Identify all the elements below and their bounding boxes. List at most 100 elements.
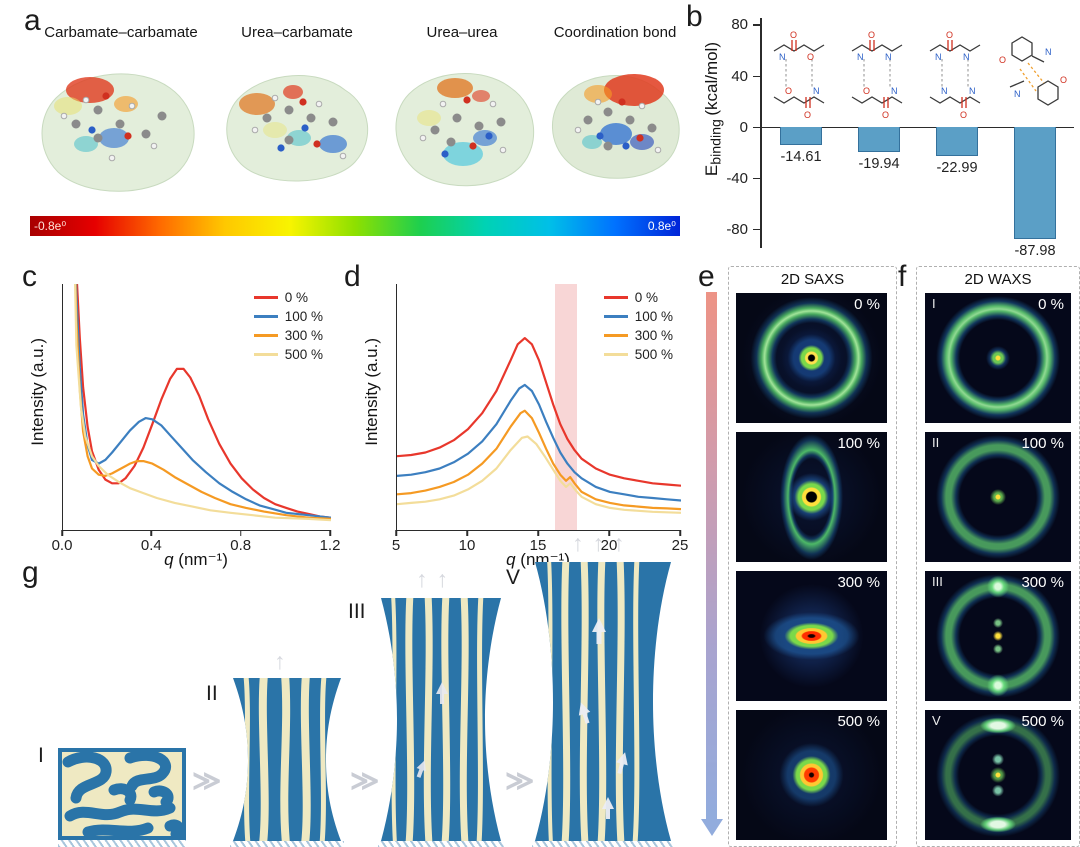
bar-value-label: -19.94 xyxy=(858,156,900,173)
stage-numeral-2: II xyxy=(206,682,218,705)
internal-stress-arrows xyxy=(578,618,628,819)
legend-line-swatch xyxy=(603,296,628,299)
svg-text:N: N xyxy=(779,52,786,62)
binding-y-axis xyxy=(760,18,762,248)
panel-label-f: f xyxy=(898,260,907,293)
stage-numeral-3: III xyxy=(348,600,366,623)
binding-y-axis-ticks: 80 40 0 -40 -80 xyxy=(700,16,760,248)
svg-text:O: O xyxy=(999,55,1006,65)
chem-structure-coordination-bond: O N O N xyxy=(996,31,1074,124)
svg-text:O: O xyxy=(946,30,953,40)
strain-label: 300 % xyxy=(1021,574,1064,591)
svg-text:O: O xyxy=(790,30,797,40)
waxs-1d-plot: 0 % 100 % 300 % 500 % xyxy=(396,284,681,531)
legend-line-swatch xyxy=(253,353,278,356)
esp-molecule-urea-carbamate xyxy=(226,75,369,182)
colorbar-max-label: 0.8e⁰ xyxy=(647,219,676,233)
legend-label: 500 % xyxy=(634,347,673,362)
svg-text:N: N xyxy=(963,52,970,62)
strain-label: 500 % xyxy=(837,713,880,730)
legend-label: 300 % xyxy=(634,328,673,343)
stage-numeral: II xyxy=(932,435,940,450)
legend-line-swatch xyxy=(253,315,278,318)
esp-molecule-coordination-bond xyxy=(552,74,680,179)
esp-molecule-carbamate-carbamate xyxy=(41,73,195,192)
legend-label: 0 % xyxy=(634,290,658,305)
strain-label: 100 % xyxy=(1021,435,1064,452)
bar-value-label: -14.61 xyxy=(780,149,822,166)
svg-text:O: O xyxy=(807,52,814,62)
saxs-legend: 0 % 100 % 300 % 500 % xyxy=(253,290,323,362)
strain-direction-arrow xyxy=(706,292,717,820)
saxs-x-axis-label: q (nm⁻¹) xyxy=(164,550,228,569)
chem-structure-urea-urea: N N O N N O xyxy=(924,29,990,124)
saxs-1d-curves xyxy=(73,284,331,522)
colorbar-min-label: -0.8e⁰ xyxy=(34,219,67,233)
x-tick-label: 25 xyxy=(671,537,689,554)
legend-item: 500 % xyxy=(603,347,673,362)
waxs-2d-image-0pct: I 0 % xyxy=(925,293,1071,423)
binding-chart-plot: N O O N O O N N xyxy=(762,18,1074,259)
svg-text:O: O xyxy=(868,30,875,40)
stage-numeral-5: V xyxy=(506,566,521,589)
saxs-2d-image-500pct: 500 % xyxy=(736,710,887,840)
legend-line-swatch xyxy=(603,334,628,337)
saxs-2d-title: 2D SAXS xyxy=(780,271,845,288)
waxs-2d-image-100pct: II 100 % xyxy=(925,432,1071,562)
saxs-2d-image-300pct: 300 % xyxy=(736,571,887,701)
series-300 % xyxy=(397,409,681,511)
series-500 % xyxy=(397,435,681,514)
strain-label: 500 % xyxy=(1021,713,1064,730)
legend-item: 300 % xyxy=(603,328,673,343)
legend-label: 0 % xyxy=(284,290,308,305)
svg-text:N: N xyxy=(891,86,898,96)
legend-line-swatch xyxy=(253,334,278,337)
structure-title-urea-carbamate: Urea–carbamate xyxy=(241,24,353,41)
stage-numeral-1: I xyxy=(38,744,44,767)
atoms xyxy=(574,98,662,154)
saxs-2d-image-0pct: 0 % xyxy=(736,293,887,423)
legend-label: 500 % xyxy=(284,347,323,362)
waxs-1d-curves xyxy=(397,336,681,514)
ground-hatch xyxy=(532,841,674,847)
morphology-stage-5 xyxy=(535,562,671,841)
svg-text:N: N xyxy=(885,52,892,62)
svg-text:O: O xyxy=(1060,75,1067,85)
svg-text:O: O xyxy=(785,86,792,96)
svg-text:N: N xyxy=(941,86,948,96)
structure-title-urea-urea: Urea–urea xyxy=(426,24,498,41)
strain-label: 100 % xyxy=(837,435,880,452)
ground-hatch xyxy=(230,841,344,847)
zero-axis-line xyxy=(762,126,1074,129)
binding-bar-1 xyxy=(780,126,822,146)
bar-value-label: -22.99 xyxy=(936,159,978,176)
panel-label-b: b xyxy=(686,0,703,33)
bar-value-label: -87.98 xyxy=(1014,243,1056,260)
binding-bar-3 xyxy=(936,126,978,156)
x-tick-label: 0.8 xyxy=(230,537,252,554)
structure-title-coordination-bond: Coordination bond xyxy=(553,24,677,41)
svg-text:N: N xyxy=(935,52,942,62)
structure-title-carbamate-carbamate: Carbamate–carbamate xyxy=(44,24,198,41)
x-tick-label: 1.2 xyxy=(319,537,341,554)
scattering-pattern-layer xyxy=(736,587,887,685)
morphology-stage-1 xyxy=(58,748,186,840)
ground-hatch xyxy=(58,840,186,847)
atoms xyxy=(251,94,347,160)
waxs-legend: 0 % 100 % 300 % 500 % xyxy=(603,290,673,362)
waxs-2d-title: 2D WAXS xyxy=(964,271,1032,288)
waxs-2d-image-300pct: III 300 % xyxy=(925,571,1071,701)
panel-label-c: c xyxy=(22,260,37,293)
waxs-y-axis-label: Intensity (a.u.) xyxy=(362,338,381,446)
series-500 % xyxy=(73,284,331,522)
svg-text:O: O xyxy=(863,86,870,96)
legend-item: 500 % xyxy=(253,347,323,362)
y-tick-label: 80 xyxy=(731,16,748,34)
legend-line-swatch xyxy=(253,296,278,299)
legend-label: 100 % xyxy=(634,309,673,324)
esp-colorbar: -0.8e⁰ 0.8e⁰ xyxy=(30,216,680,236)
svg-text:N: N xyxy=(969,86,976,96)
transition-chevron-icon: ≫ xyxy=(505,765,535,796)
y-tick-label: 40 xyxy=(731,67,748,85)
